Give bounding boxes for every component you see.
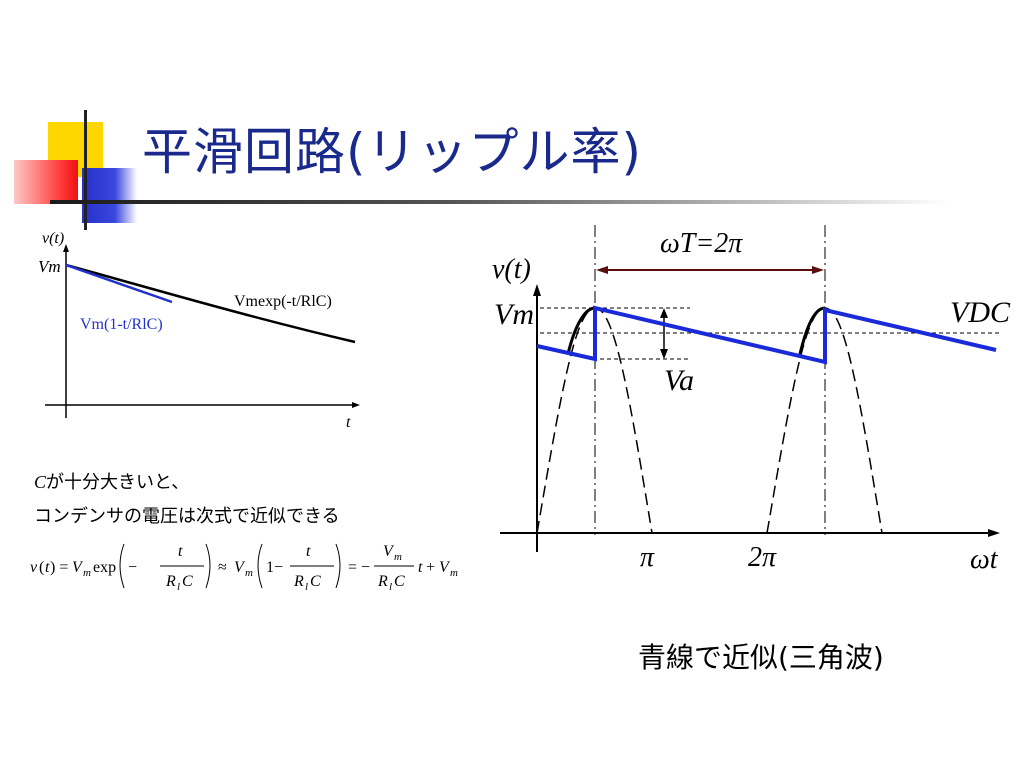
svg-text:m: m [450, 567, 458, 579]
svg-text:t: t [418, 559, 423, 576]
svg-text:= −: = − [348, 559, 370, 576]
svg-text:m: m [245, 567, 253, 579]
charging-curve-2 [798, 306, 826, 355]
slide-title: 平滑回路(リップル率) [142, 123, 643, 181]
svg-text:C: C [394, 573, 405, 590]
small-vm-label: Vm [38, 257, 61, 276]
deco-blue-square [82, 168, 137, 223]
linear-curve-label: Vm(1-t/RlC) [80, 316, 163, 333]
ripple-va-label: Va [664, 364, 694, 397]
period-label: ωT=2π [660, 228, 743, 259]
svg-text:t: t [45, 559, 50, 576]
x-tick-pi: π [640, 542, 655, 573]
svg-text:exp: exp [93, 559, 116, 576]
svg-text:t: t [178, 543, 183, 560]
svg-text:V: V [234, 559, 246, 576]
small-x-axis-label: t [346, 414, 351, 431]
capacitor-variable: C [34, 472, 47, 492]
svg-text:R: R [293, 573, 304, 590]
svg-text:V: V [72, 559, 84, 576]
svg-text:C: C [182, 573, 193, 590]
svg-text:≈: ≈ [218, 559, 227, 576]
charging-curve-1 [566, 306, 596, 355]
condition-note: Cが十分大きいと、 [34, 468, 189, 494]
svg-text:C: C [310, 573, 321, 590]
x-tick-2pi: 2π [748, 542, 777, 573]
approximation-caption: 青線で近似(三角波) [638, 641, 884, 674]
small-y-axis-label: v(t) [42, 230, 64, 247]
condition-text: が十分大きいと、 [46, 472, 190, 493]
deco-vertical-line [84, 110, 87, 230]
exact-decay-curve [65, 263, 356, 344]
ripple-y-axis-label: v(t) [492, 254, 531, 285]
approx-note: コンデンサの電圧は次式で近似できる [34, 506, 340, 527]
ripple-vdc-label: VDC [950, 296, 1011, 329]
svg-text:l: l [305, 581, 308, 593]
svg-text:t: t [306, 543, 311, 560]
svg-text:l: l [177, 581, 180, 593]
svg-text:m: m [394, 551, 402, 563]
svg-text:v: v [30, 559, 38, 576]
svg-text:) =: ) = [50, 559, 68, 576]
deco-horizontal-line [50, 200, 950, 204]
svg-text:−: − [128, 559, 137, 576]
deco-red-square [14, 160, 78, 204]
exact-curve-label: Vmexp(-t/RlC) [234, 293, 332, 310]
svg-text:1−: 1− [266, 559, 283, 576]
svg-text:+: + [426, 559, 435, 576]
svg-text:R: R [165, 573, 176, 590]
svg-text:V: V [383, 543, 395, 560]
svg-text:V: V [439, 559, 451, 576]
svg-text:l: l [389, 581, 392, 593]
linear-approx-line [65, 263, 173, 304]
ripple-vm-label: Vm [494, 298, 534, 331]
svg-text:m: m [83, 567, 91, 579]
svg-text:R: R [377, 573, 388, 590]
ripple-x-axis-label: ωt [970, 544, 999, 575]
svg-text:(: ( [39, 559, 44, 576]
triangle-approx-wave [536, 305, 997, 365]
